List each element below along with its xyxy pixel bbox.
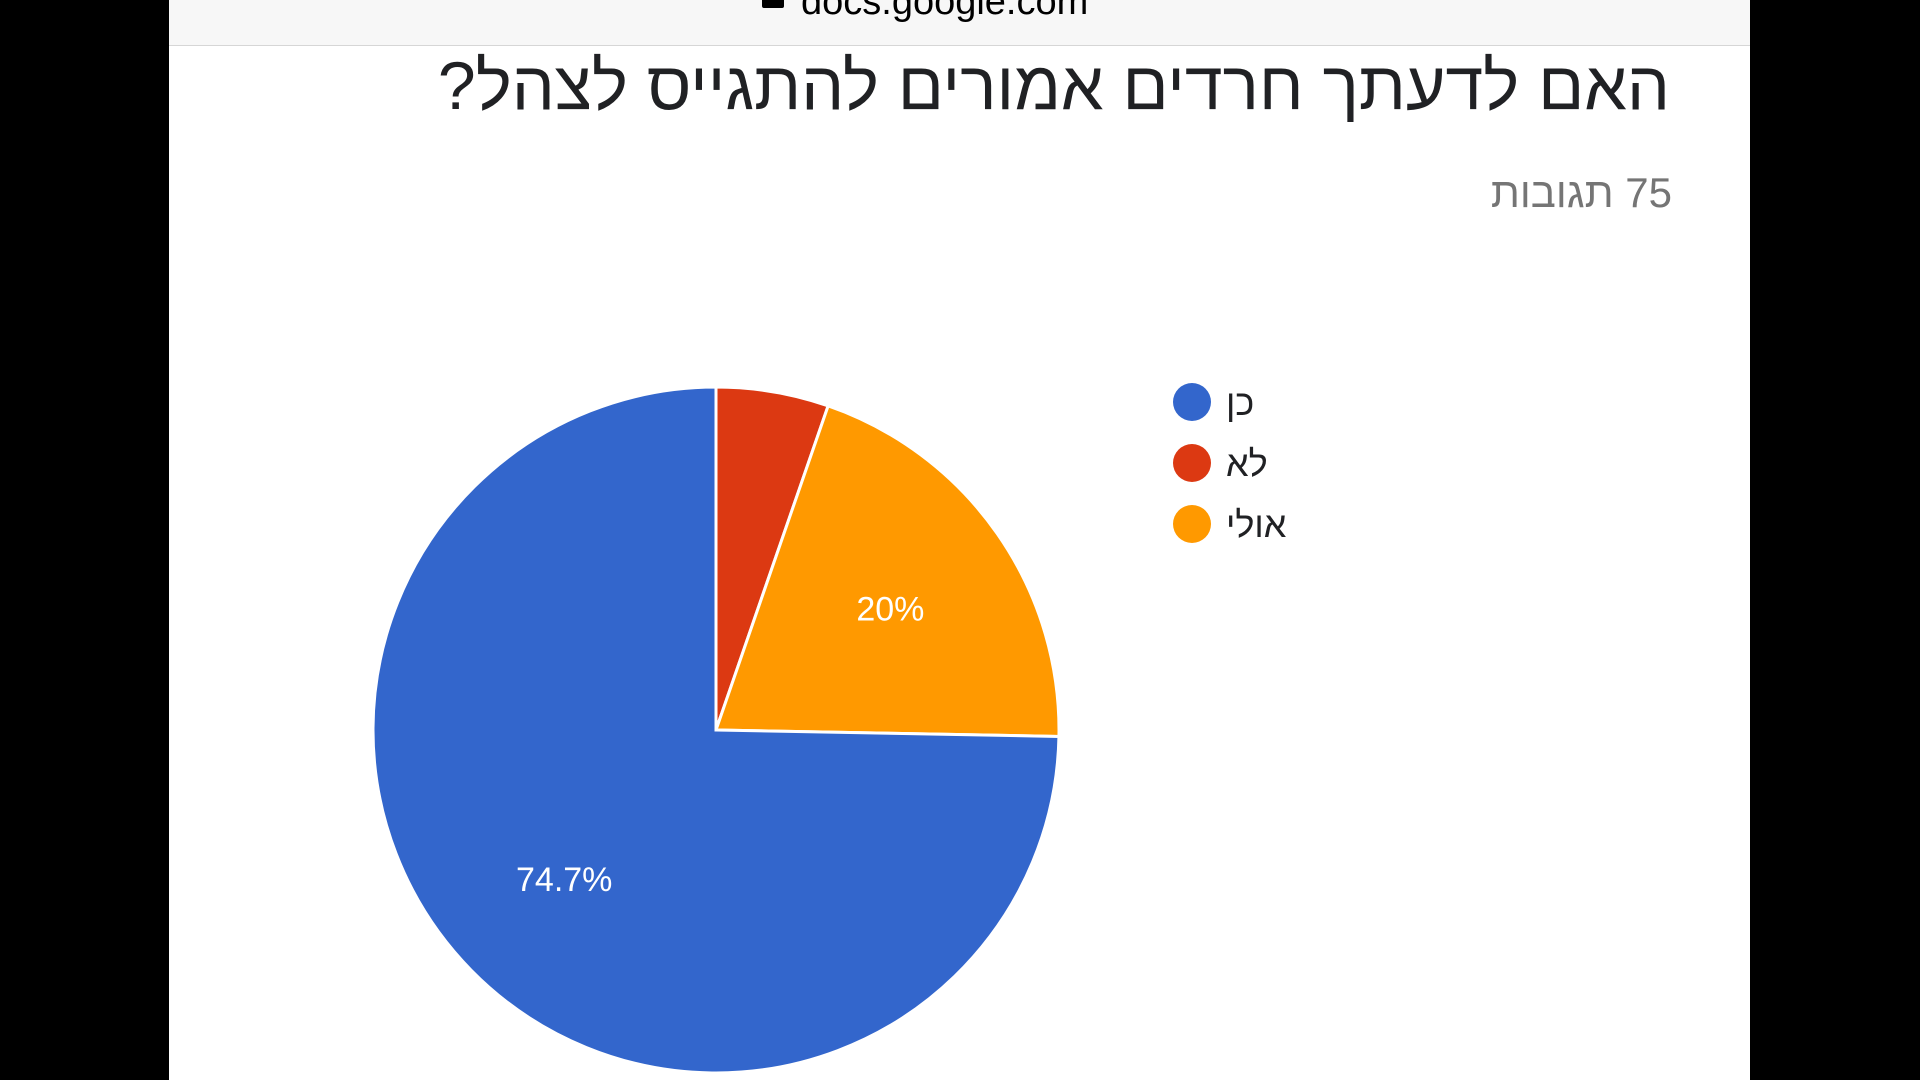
url-text[interactable]: docs.google.com [801,0,1089,23]
pie-slice-0[interactable] [371,385,1061,1075]
legend-label: כן [1226,382,1255,423]
slice-data-label-2: 20% [856,590,924,628]
chart-legend: כן לא אולי [1173,381,1333,564]
form-results-page: docs.google.com האם לדעתך חרדים אמורים ל… [169,0,1750,1080]
legend-swatch [1173,444,1211,482]
slice-data-label-0: 74.7% [516,861,612,899]
legend-item[interactable]: כן [1173,381,1333,442]
legend-item[interactable]: לא [1173,442,1333,503]
pie-slice-2[interactable] [713,403,1061,738]
browser-url-bar[interactable]: docs.google.com [169,0,1750,46]
response-count: 75 תגובות [1490,169,1672,216]
legend-label: אולי [1226,504,1287,545]
legend-label: לא [1226,443,1268,484]
lock-icon [762,0,784,8]
legend-item[interactable]: אולי [1173,503,1333,564]
legend-swatch [1173,505,1211,543]
pie-chart: 20% 74.7% [371,385,1061,1075]
question-title: האם לדעתך חרדים אמורים להתגייס לצהל? [437,48,1670,124]
legend-swatch [1173,383,1211,421]
